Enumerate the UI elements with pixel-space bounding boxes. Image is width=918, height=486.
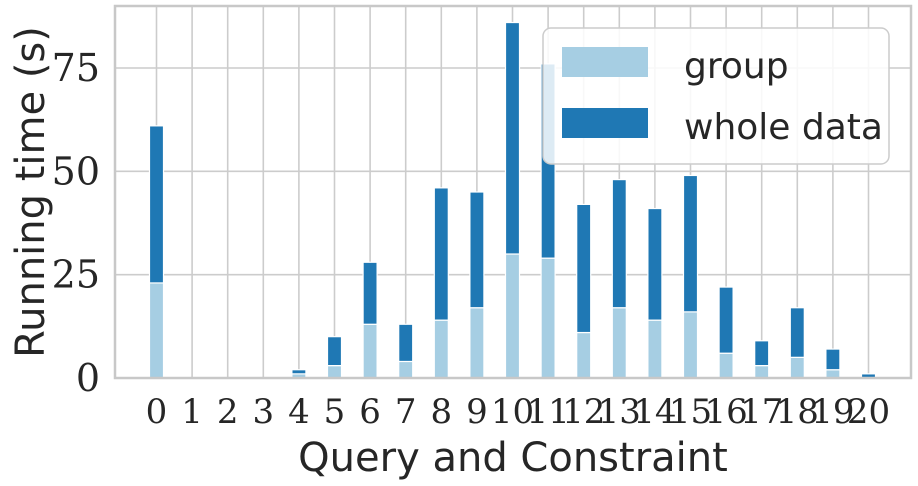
x-tick-label: 10 (491, 392, 534, 432)
legend-swatch-whole-data (562, 108, 648, 138)
y-axis-label: Running time (s) (8, 26, 54, 358)
x-tick-label: 11 (526, 392, 569, 432)
bar-whole-data-16 (718, 286, 734, 354)
y-tick-label: 0 (76, 356, 100, 400)
x-tick-label: 16 (704, 392, 747, 432)
bar-group-13 (611, 307, 627, 379)
bar-whole-data-4 (291, 369, 307, 375)
bar-group-10 (504, 253, 521, 379)
x-tick-label: 15 (669, 392, 712, 432)
bar-whole-data-7 (398, 323, 414, 363)
x-tick-label: 19 (811, 392, 854, 432)
x-tick-label: 20 (847, 392, 890, 432)
legend: group whole data (542, 27, 890, 165)
x-tick-label: 9 (466, 392, 488, 432)
bar-whole-data-10 (504, 21, 521, 255)
bar-group-9 (469, 307, 485, 379)
x-tick-label: 12 (562, 392, 605, 432)
y-tick-label: 75 (52, 46, 100, 90)
x-tick-label: 18 (776, 392, 819, 432)
bar-group-8 (433, 319, 449, 379)
bar-whole-data-0 (148, 125, 165, 284)
x-tick-label: 13 (598, 392, 641, 432)
y-tick-label: 25 (52, 253, 100, 297)
bar-group-12 (576, 331, 592, 379)
x-tick-label: 2 (217, 392, 239, 432)
legend-label-group: group (684, 46, 789, 87)
bar-whole-data-15 (682, 174, 699, 313)
x-tick-label: 7 (395, 392, 417, 432)
bar-whole-data-19 (825, 348, 841, 371)
bar-whole-data-8 (433, 187, 449, 321)
bar-whole-data-6 (362, 261, 378, 325)
bar-group-17 (754, 365, 770, 379)
y-tick-labels: 0 25 50 75 (52, 46, 100, 400)
bar-whole-data-13 (611, 179, 627, 309)
bar-group-16 (718, 352, 734, 379)
x-tick-label: 3 (252, 392, 274, 432)
x-axis-label: Query and Constraint (298, 435, 728, 481)
bar-whole-data-14 (647, 207, 663, 321)
x-tick-label: 5 (324, 392, 346, 432)
x-tick-label: 0 (146, 392, 168, 432)
bar-group-7 (398, 360, 414, 379)
y-tick-label: 50 (52, 149, 100, 193)
x-tick-label: 17 (740, 392, 783, 432)
bar-whole-data-9 (469, 191, 485, 309)
x-tick-label: 8 (430, 392, 452, 432)
bar-group-14 (647, 319, 663, 379)
bar-group-11 (540, 257, 556, 379)
bar-whole-data-5 (326, 336, 343, 367)
bar-group-18 (789, 356, 805, 379)
bar-group-15 (682, 311, 699, 379)
bar-group-0 (148, 282, 165, 379)
bar-whole-data-12 (576, 203, 592, 334)
x-tick-label: 6 (359, 392, 381, 432)
plot-frame (113, 4, 913, 380)
bars-layer (148, 21, 877, 379)
bar-whole-data-18 (789, 307, 805, 358)
x-tick-label: 1 (181, 392, 203, 432)
legend-label-whole-data: whole data (684, 107, 883, 148)
bar-group-5 (326, 365, 343, 379)
bar-whole-data-17 (754, 340, 770, 367)
bar-group-6 (362, 323, 378, 379)
legend-swatch-group (562, 47, 648, 77)
x-tick-label: 4 (288, 392, 310, 432)
x-tick-label: 14 (633, 392, 676, 432)
